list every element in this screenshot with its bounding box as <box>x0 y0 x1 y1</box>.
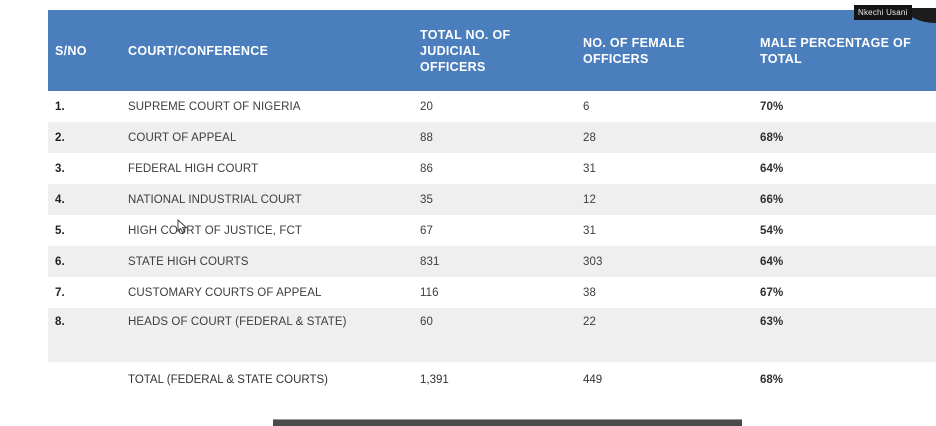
cell-total: 60 <box>420 316 433 328</box>
table-row: 2. COURT OF APPEAL 88 28 68% <box>48 122 936 153</box>
table-header-row: S/NO COURT/CONFERENCE TOTAL NO. OF JUDIC… <box>48 10 936 91</box>
table-row: 8. HEADS OF COURT (FEDERAL & STATE) 60 2… <box>48 308 936 362</box>
cell-sno: 6. <box>55 255 65 268</box>
cell-male-pct: 63% <box>760 316 784 328</box>
column-header-male-pct: MALE PERCENTAGE OF TOTAL <box>760 35 912 66</box>
cell-total: 86 <box>420 162 433 175</box>
table-row: 3. FEDERAL HIGH COURT 86 31 64% <box>48 153 936 184</box>
cell-sno: 4. <box>55 193 65 206</box>
cell-male-pct: 70% <box>760 100 784 113</box>
cell-male-pct: 68% <box>760 131 784 144</box>
cell-total: 831 <box>420 255 440 268</box>
column-header-female: NO. OF FEMALE OFFICERS <box>583 35 685 66</box>
table-row: 5. HIGH COURT OF JUSTICE, FCT 67 31 54% <box>48 215 936 246</box>
cell-male-pct: 54% <box>760 224 784 237</box>
cell-male-pct: 64% <box>760 255 784 268</box>
column-header-court: COURT/CONFERENCE <box>128 43 269 58</box>
cell-male-pct: 68% <box>760 374 784 386</box>
cell-sno: 2. <box>55 131 65 144</box>
cell-court: NATIONAL INDUSTRIAL COURT <box>128 193 302 206</box>
cell-sno: 7. <box>55 286 65 299</box>
table-body: 1. SUPREME COURT OF NIGERIA 20 6 70% 2. … <box>48 91 936 362</box>
cell-male-pct: 64% <box>760 162 784 175</box>
column-header-sno: S/NO <box>55 43 87 58</box>
mouse-cursor-icon <box>177 219 188 233</box>
table-total-row: TOTAL (FEDERAL & STATE COURTS) 1,391 449… <box>48 362 936 398</box>
cell-court: HEADS OF COURT (FEDERAL & STATE) <box>128 316 347 328</box>
cell-female: 449 <box>583 374 603 386</box>
cell-total: 1,391 <box>420 374 449 386</box>
cell-female: 303 <box>583 255 603 268</box>
cell-male-pct: 67% <box>760 286 784 299</box>
cell-sno: 1. <box>55 100 65 113</box>
cell-sno: 5. <box>55 224 65 237</box>
cell-sno: 8. <box>55 316 65 328</box>
column-header-total: TOTAL NO. OF JUDICIAL OFFICERS <box>420 27 511 74</box>
participant-name-tag: Nkechi Usani <box>854 5 912 20</box>
table-row: 7. CUSTOMARY COURTS OF APPEAL 116 38 67% <box>48 277 936 308</box>
cell-total: 88 <box>420 131 433 144</box>
cell-female: 31 <box>583 224 596 237</box>
cell-female: 6 <box>583 100 590 113</box>
table-row: 6. STATE HIGH COURTS 831 303 64% <box>48 246 936 277</box>
cell-female: 12 <box>583 193 596 206</box>
slide-bottom-bar <box>273 419 742 426</box>
cell-court: HIGH COURT OF JUSTICE, FCT <box>128 224 303 237</box>
cell-total: 116 <box>420 286 439 299</box>
cell-total: 67 <box>420 224 433 237</box>
cell-court: TOTAL (FEDERAL & STATE COURTS) <box>128 374 328 386</box>
judicial-officers-table: S/NO COURT/CONFERENCE TOTAL NO. OF JUDIC… <box>48 10 936 398</box>
cell-female: 38 <box>583 286 596 299</box>
cell-court: SUPREME COURT OF NIGERIA <box>128 100 301 113</box>
table-row: 4. NATIONAL INDUSTRIAL COURT 35 12 66% <box>48 184 936 215</box>
cell-total: 20 <box>420 100 433 113</box>
cell-female: 28 <box>583 131 596 144</box>
cell-male-pct: 66% <box>760 193 784 206</box>
cell-total: 35 <box>420 193 433 206</box>
cell-court: COURT OF APPEAL <box>128 131 237 144</box>
cell-court: CUSTOMARY COURTS OF APPEAL <box>128 286 322 299</box>
participant-name: Nkechi Usani <box>858 7 908 17</box>
cell-court: STATE HIGH COURTS <box>128 255 249 268</box>
cell-sno: 3. <box>55 162 65 175</box>
cell-court: FEDERAL HIGH COURT <box>128 162 259 175</box>
table-row: 1. SUPREME COURT OF NIGERIA 20 6 70% <box>48 91 936 122</box>
cell-female: 31 <box>583 162 596 175</box>
cell-female: 22 <box>583 316 596 328</box>
